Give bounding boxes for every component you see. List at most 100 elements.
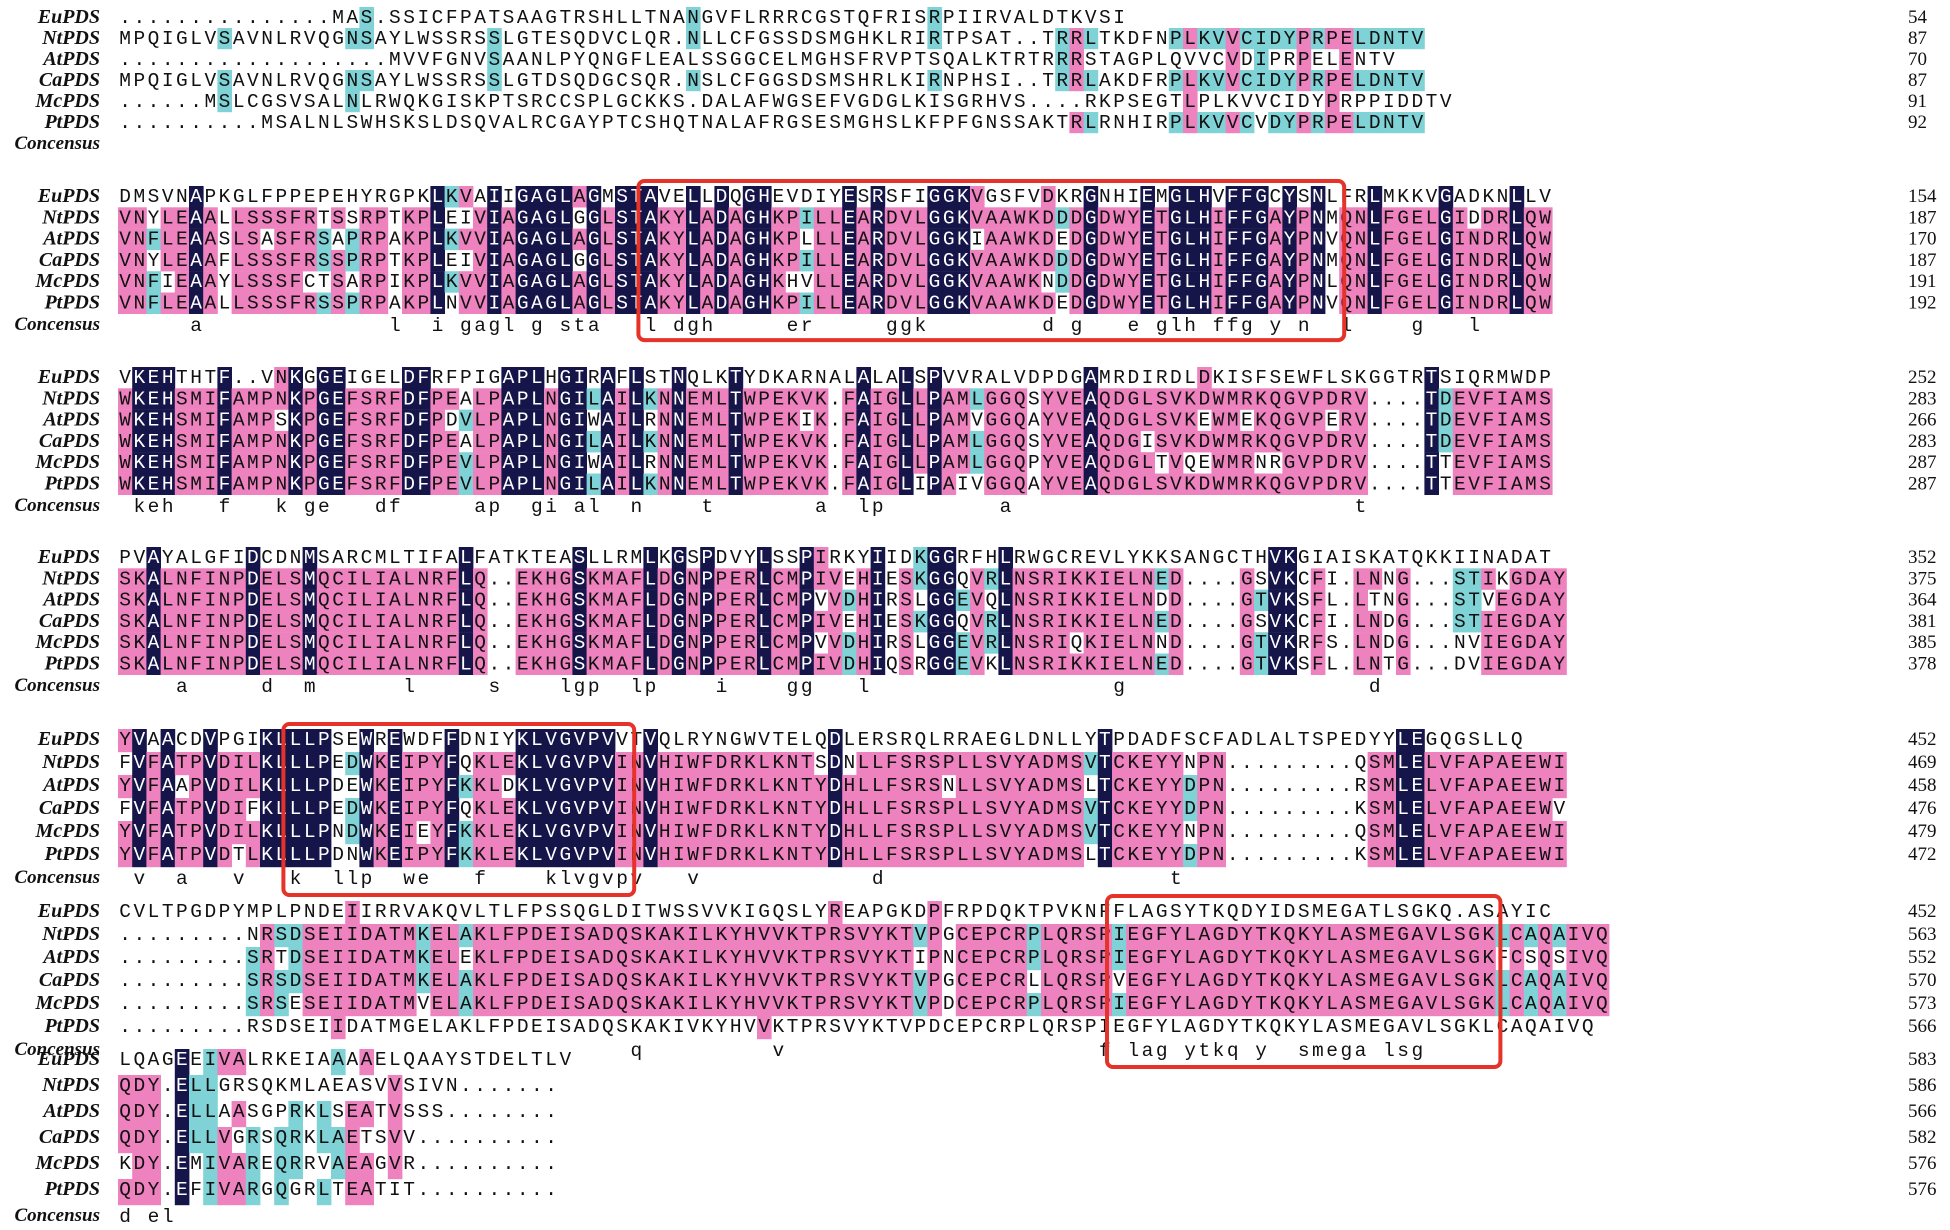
residue: G xyxy=(1170,293,1182,315)
residue: E xyxy=(886,611,898,633)
residue: L xyxy=(630,388,642,410)
residue: K xyxy=(1085,654,1097,676)
residue: A xyxy=(730,229,742,251)
residue: L xyxy=(1028,7,1040,29)
residue: D xyxy=(1369,28,1381,50)
residue: P xyxy=(1482,798,1494,820)
residue: W xyxy=(119,452,131,474)
residue: R xyxy=(1042,590,1054,612)
residue: G xyxy=(588,250,600,272)
residue: N xyxy=(1014,654,1026,676)
residue: D xyxy=(1355,729,1367,751)
residue: H xyxy=(190,367,202,389)
residue: K xyxy=(744,798,756,820)
residue: S xyxy=(900,654,912,676)
residue-shade xyxy=(1069,70,1084,92)
residue: F xyxy=(701,821,713,843)
residue: K xyxy=(1284,590,1296,612)
residue: P xyxy=(588,821,600,843)
residue: E xyxy=(1056,229,1068,251)
residue: L xyxy=(957,752,969,774)
residue: N xyxy=(1142,632,1154,654)
residue: G xyxy=(545,271,557,293)
residue: M xyxy=(247,452,259,474)
residue: E xyxy=(772,410,784,432)
residue: V xyxy=(1269,547,1281,569)
residue: R xyxy=(886,590,898,612)
residue: R xyxy=(772,7,784,29)
residue: L xyxy=(162,611,174,633)
residue: P xyxy=(261,452,273,474)
residue: S xyxy=(446,70,458,92)
residue: G xyxy=(929,611,941,633)
residue: Y xyxy=(1312,91,1324,113)
residue: N xyxy=(1014,632,1026,654)
residue: S xyxy=(119,611,131,633)
residue: G xyxy=(1127,49,1139,71)
residue: S xyxy=(1156,388,1168,410)
residue: F xyxy=(1241,186,1253,208)
residue-shade xyxy=(1353,112,1368,134)
residue: F xyxy=(1227,271,1239,293)
consensus-residue: m xyxy=(304,676,316,698)
residue-shade xyxy=(1296,28,1312,50)
residue: G xyxy=(517,186,529,208)
residue: E xyxy=(1497,590,1509,612)
residue: C xyxy=(1298,568,1310,590)
residue: L xyxy=(914,250,926,272)
residue: L xyxy=(290,798,302,820)
residue: P xyxy=(787,207,799,229)
residue: . xyxy=(375,49,387,71)
residue: L xyxy=(1355,568,1367,590)
residue: Q xyxy=(1099,431,1111,453)
residue: Y xyxy=(361,186,373,208)
residue: C xyxy=(772,568,784,590)
residue: P xyxy=(1298,112,1310,134)
residue: A xyxy=(474,7,486,29)
residue: . xyxy=(1383,388,1395,410)
residue: G xyxy=(1440,207,1452,229)
residue: N xyxy=(673,367,685,389)
residue: I xyxy=(1454,229,1466,251)
residue: F xyxy=(389,388,401,410)
residue-shade xyxy=(1381,28,1397,50)
residue: L xyxy=(361,632,373,654)
residue: V xyxy=(488,112,500,134)
residue: D xyxy=(588,70,600,92)
residue: L xyxy=(1355,632,1367,654)
residue: N xyxy=(1355,271,1367,293)
residue: F xyxy=(858,49,870,71)
residue: S xyxy=(176,431,188,453)
residue: G xyxy=(559,729,571,751)
residue: V xyxy=(1227,70,1239,92)
residue: E xyxy=(261,654,273,676)
residue: E xyxy=(1241,410,1253,432)
residue: E xyxy=(1198,452,1210,474)
residue-shade xyxy=(1225,112,1241,134)
residue: L xyxy=(687,229,699,251)
residue: L xyxy=(1113,547,1125,569)
residue: . xyxy=(1440,590,1452,612)
residue: G xyxy=(943,611,955,633)
residue: N xyxy=(659,7,671,29)
residue: P xyxy=(1312,431,1324,453)
residue: G xyxy=(744,49,756,71)
residue: V xyxy=(1440,752,1452,774)
residue: G xyxy=(929,632,941,654)
consensus-residue: l xyxy=(503,315,515,337)
residue: P xyxy=(1142,49,1154,71)
residue: R xyxy=(744,568,756,590)
residue: K xyxy=(1284,568,1296,590)
residue: A xyxy=(1497,821,1509,843)
residue: K xyxy=(787,474,799,496)
residue: K xyxy=(517,752,529,774)
residue: D xyxy=(1269,70,1281,92)
residue: G xyxy=(943,250,955,272)
residue-shade xyxy=(757,186,772,208)
residue: E xyxy=(261,632,273,654)
residue: N xyxy=(673,452,685,474)
residue: R xyxy=(1312,70,1324,92)
residue: R xyxy=(1497,207,1509,229)
residue: R xyxy=(375,474,387,496)
sequence-name-label: McPDS xyxy=(35,270,100,292)
